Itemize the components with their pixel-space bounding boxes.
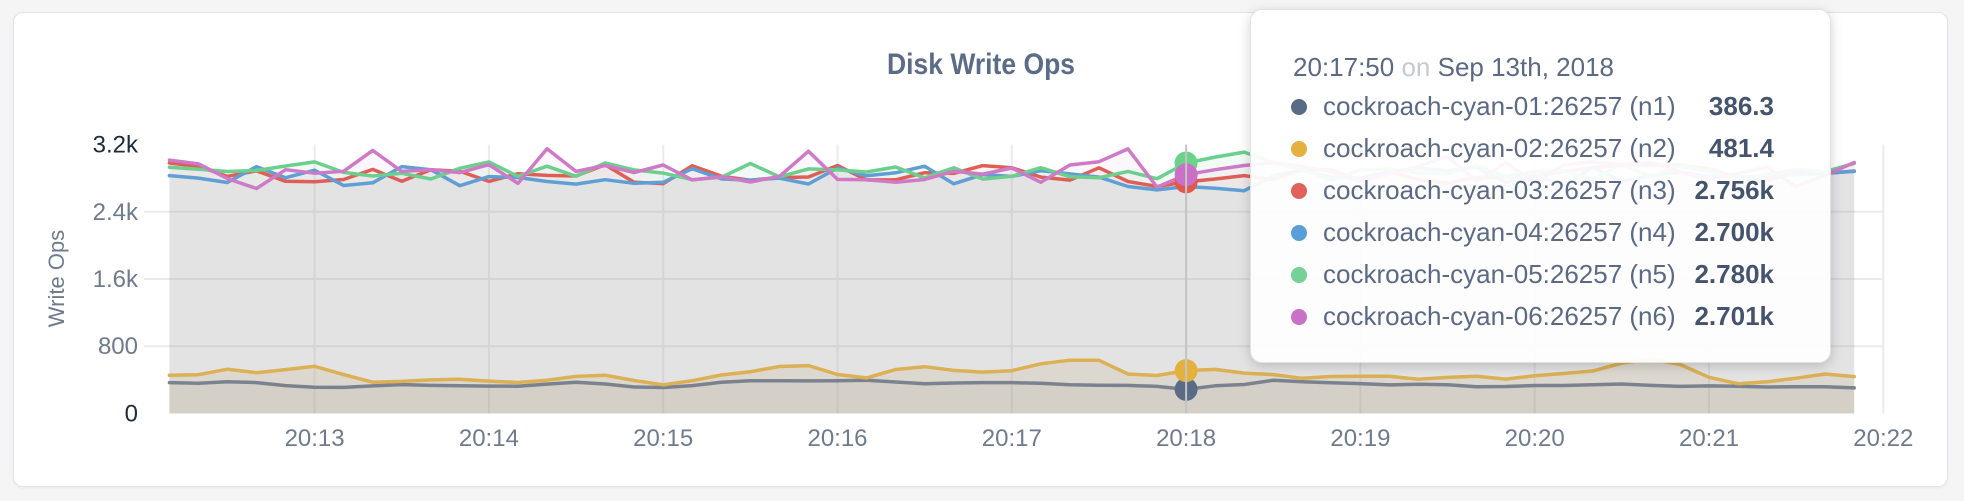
svg-text:20:22: 20:22	[1853, 425, 1913, 452]
svg-text:20:14: 20:14	[459, 425, 519, 452]
svg-text:20:13: 20:13	[285, 425, 345, 452]
svg-text:20:21: 20:21	[1679, 425, 1739, 452]
svg-text:20:18: 20:18	[1156, 425, 1216, 452]
svg-text:2.4k: 2.4k	[93, 199, 139, 226]
svg-text:20:19: 20:19	[1330, 425, 1390, 452]
svg-text:0: 0	[125, 401, 138, 428]
svg-text:20:20: 20:20	[1505, 425, 1565, 452]
svg-text:Disk Write Ops: Disk Write Ops	[887, 48, 1075, 81]
svg-text:Write Ops: Write Ops	[44, 230, 69, 327]
svg-text:1.6k: 1.6k	[93, 266, 139, 293]
svg-text:20:17: 20:17	[982, 425, 1042, 452]
svg-text:800: 800	[98, 333, 138, 360]
svg-text:20:16: 20:16	[807, 425, 867, 452]
svg-text:3.2k: 3.2k	[93, 132, 139, 159]
svg-text:20:15: 20:15	[633, 425, 693, 452]
